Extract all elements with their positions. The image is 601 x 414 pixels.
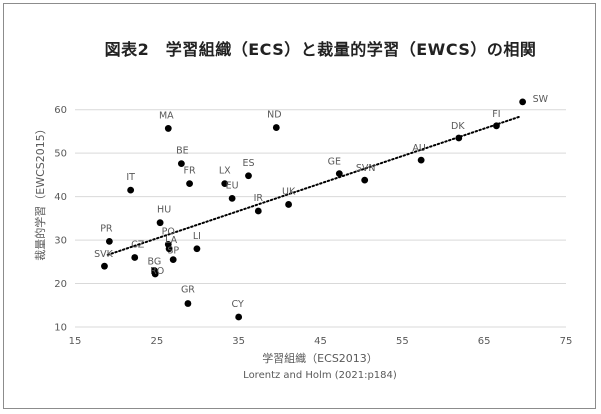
point-label-cz: CZ [131,239,145,250]
point-nd [272,124,280,131]
point-es [245,172,252,180]
point-cz [131,254,139,261]
y-tick-label: 20 [54,279,67,290]
y-tick-label: 10 [54,323,67,334]
point-label-pr: PR [100,223,113,234]
x-tick-label: 55 [396,336,409,347]
point-cy [235,313,243,321]
gridlines [75,109,566,328]
point-label-sp: SP [167,246,179,257]
point-eu [228,194,236,202]
point-sw [519,98,527,106]
point-li [193,245,201,253]
point-be [177,160,185,168]
point-label-ro: RO [150,266,164,277]
point-fi [493,122,500,130]
trend-line [106,115,522,256]
chart-title: 図表2 学習組織（ECS）と裁量的学習（EWCS）の相関 [104,40,537,59]
point-label-bg: BG [148,257,162,268]
point-label-li: LI [193,231,201,242]
y-tick-label: 60 [54,105,67,116]
x-tick-labels: 15 25 35 45 55 65 75 [69,336,573,347]
point-gr [184,300,192,307]
y-tick-label: 30 [54,236,67,247]
point-fr [186,180,193,188]
point-label-cy: CY [232,299,244,310]
y-tick-label: 50 [54,149,67,160]
x-tick-label: 45 [314,336,327,347]
point-label-hu: HU [157,205,171,216]
point-label-lx: LX [219,166,231,177]
trendline [106,115,522,256]
y-axis-label: 裁量的学習（EWCS2015） [33,123,47,260]
point-label-it: IT [126,172,135,183]
point-label-es: ES [242,158,254,169]
chart-frame [3,3,596,409]
point-dk [455,134,463,142]
point-label-ma: MA [159,110,174,121]
point-label-sw: SW [533,94,549,105]
point-label-be: BE [176,146,189,157]
point-svk [101,262,108,270]
source-caption: Lorentz and Holm (2021:p184) [243,370,397,381]
point-label-ge: GE [328,157,341,168]
point-label-dk: DK [451,121,465,132]
point-la [165,245,173,253]
point-au [417,156,425,164]
point-hu [156,219,164,227]
point-label-fr: FR [184,166,196,177]
point-label-ir: IR [254,193,264,204]
point-label-eu: EU [226,180,239,191]
y-tick-label: 40 [54,192,67,203]
point-ro [151,270,159,278]
point-label-svn: SVN [356,163,376,174]
point-label-uk: UK [282,186,296,197]
point-label-la: LA [165,235,178,246]
data-points [101,98,527,321]
point-uk [285,201,292,208]
point-it [127,186,135,194]
point-svn [361,176,369,184]
x-tick-label: 35 [232,336,245,347]
point-lx [221,180,229,188]
point-label-nd: ND [267,110,281,121]
point-sp [169,256,177,264]
point-label-svk: SVK [94,249,114,260]
point-label-fi: FI [492,109,500,120]
point-label-gr: GR [181,285,195,296]
x-tick-label: 15 [69,336,82,347]
point-ge [335,170,343,178]
point-pr [105,237,113,245]
point-ir [254,207,262,215]
x-axis-label: 学習組織（ECS2013） [262,351,378,365]
x-tick-label: 25 [150,336,163,347]
x-tick-label: 75 [560,336,573,347]
point-ma [164,125,172,132]
x-tick-label: 65 [478,336,491,347]
point-label-au: AU [412,143,425,154]
y-tick-labels: 10 20 30 40 50 60 [54,105,67,333]
point-label-po: PO [162,226,175,237]
